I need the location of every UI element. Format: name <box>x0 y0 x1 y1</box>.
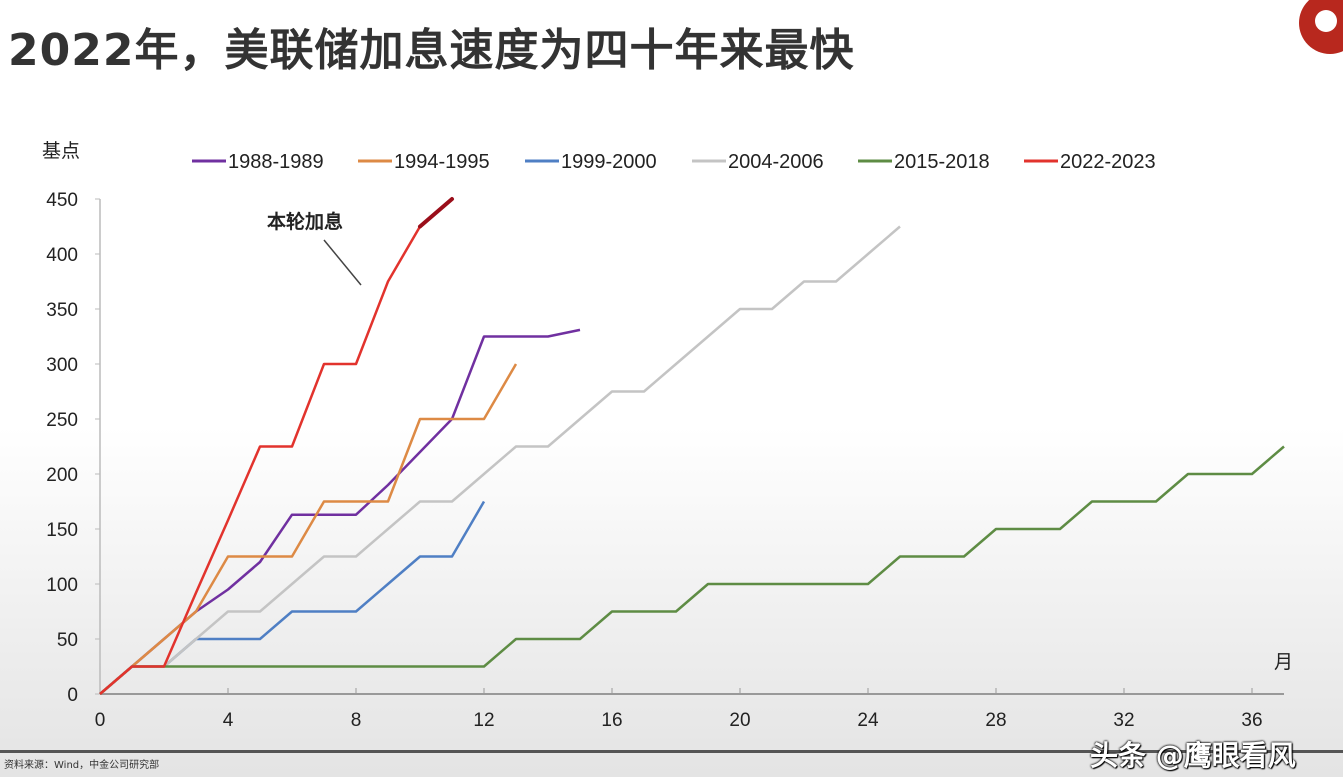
y-tick-label: 400 <box>46 245 78 266</box>
legend-label: 2015-2018 <box>894 151 990 173</box>
x-tick-label: 16 <box>601 710 622 731</box>
x-tick-label: 0 <box>95 710 106 731</box>
y-tick-label: 0 <box>67 685 78 706</box>
legend-label: 2004-2006 <box>728 151 824 173</box>
x-tick-label: 32 <box>1113 710 1134 731</box>
legend-label: 1988-1989 <box>228 151 324 173</box>
latest-hike-highlight <box>418 197 454 229</box>
y-tick-label: 100 <box>46 575 78 596</box>
legend-label: 1994-1995 <box>394 151 490 173</box>
series-line-2015-2018 <box>99 445 1285 695</box>
x-tick-label: 24 <box>857 710 879 731</box>
page-title: 2022年，美联储加息速度为四十年来最快 <box>8 25 855 76</box>
series-line-2022-2023 <box>99 198 453 695</box>
series-line-1999-2000 <box>99 500 486 695</box>
x-tick-label: 4 <box>223 710 234 731</box>
x-tick-label: 12 <box>473 710 494 731</box>
x-tick-label: 36 <box>1241 710 1262 731</box>
annotation-label: 本轮加息 <box>267 210 343 233</box>
y-axis-label: 基点 <box>42 140 80 162</box>
y-tick-label: 300 <box>46 355 78 376</box>
y-tick-label: 50 <box>57 630 78 651</box>
y-tick-label: 450 <box>46 190 78 211</box>
y-tick-label: 200 <box>46 465 78 486</box>
series-line-1988-1989 <box>99 328 581 695</box>
y-tick-label: 350 <box>46 300 78 321</box>
series-line-2004-2006 <box>99 225 901 695</box>
annotation-pointer <box>323 239 362 286</box>
watermark: 头条 @鹰眼看风 <box>1090 739 1296 772</box>
x-tick-label: 20 <box>729 710 750 731</box>
legend-label: 1999-2000 <box>561 151 657 173</box>
rate-hike-chart: 0 50 100 150 200 250 300 350 400 450 0 4 8 12 16 20 24 28… <box>42 140 1293 731</box>
source-note: 资料来源：Wind，中金公司研究部 <box>4 760 160 771</box>
x-tick-label: 8 <box>351 710 362 731</box>
x-tick-label: 28 <box>985 710 1006 731</box>
y-tick-label: 250 <box>46 410 78 431</box>
legend-label: 2022-2023 <box>1060 151 1156 173</box>
series-line-1994-1995 <box>99 363 518 695</box>
y-tick-label: 150 <box>46 520 78 541</box>
x-axis-label: 月 <box>1274 651 1293 673</box>
footer-divider <box>0 750 1343 753</box>
